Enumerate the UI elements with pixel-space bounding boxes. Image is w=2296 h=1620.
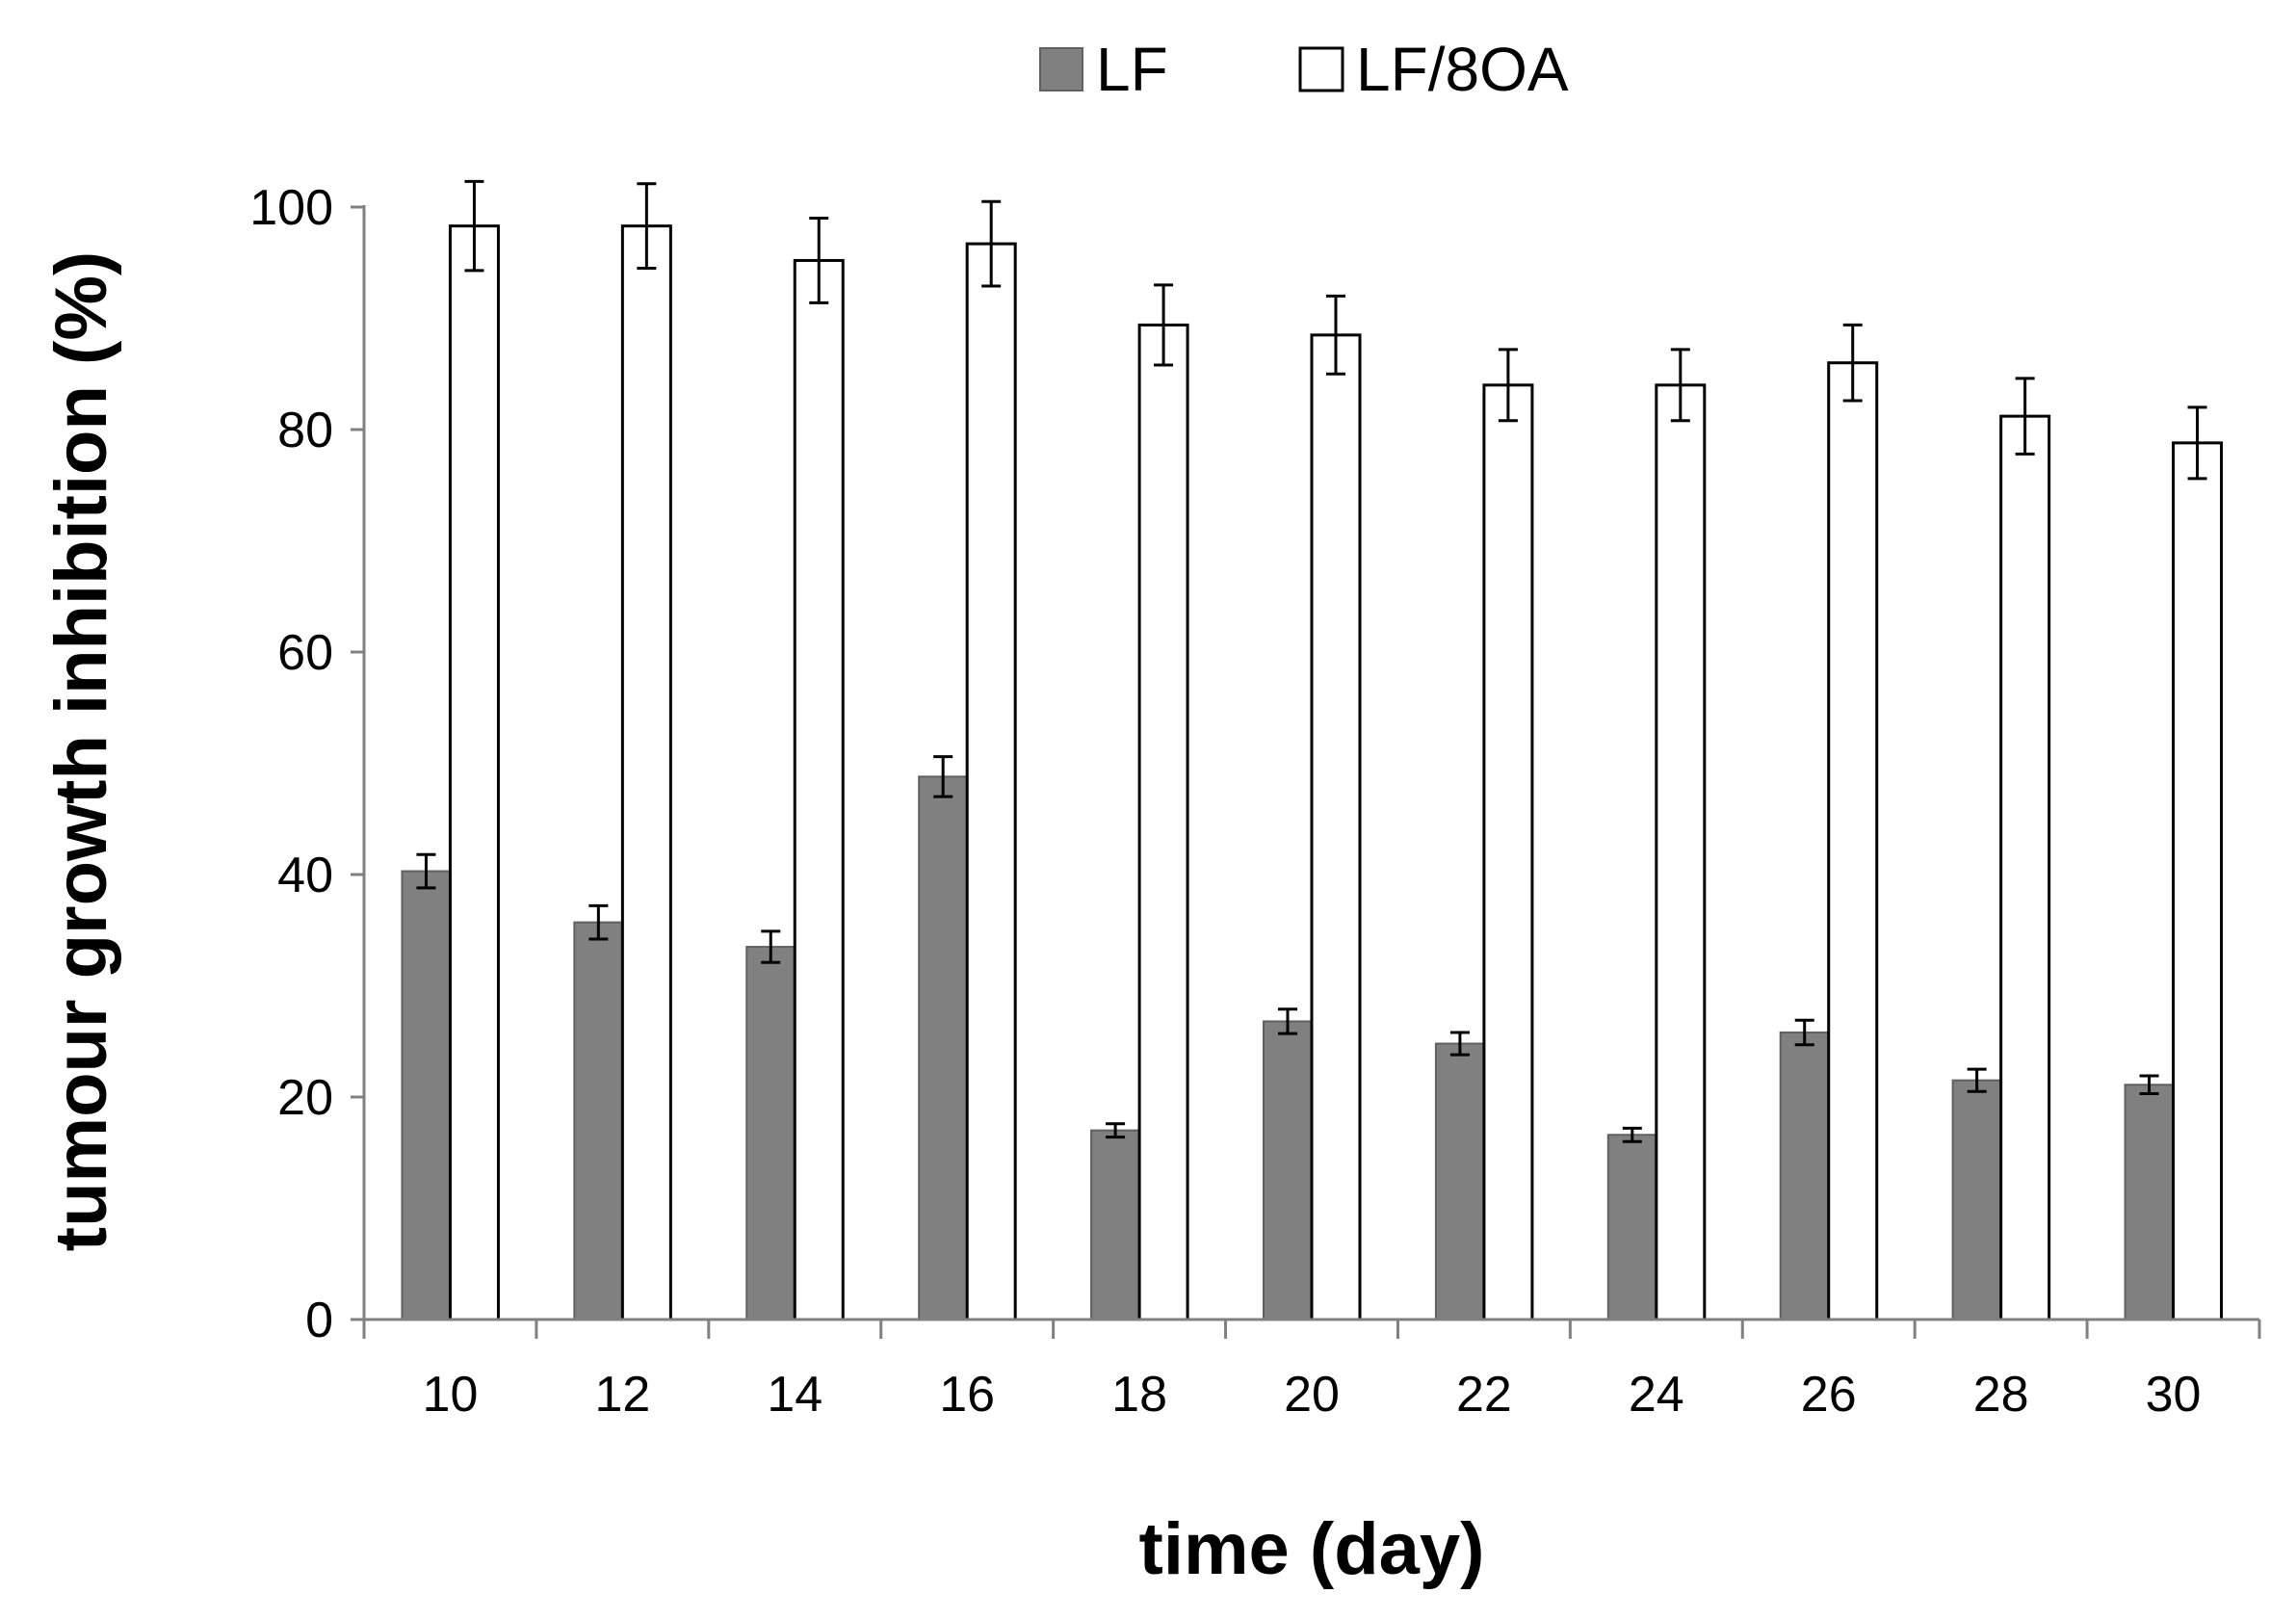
x-tick-label-22: 22 (1456, 1367, 1512, 1423)
x-tick-label-28: 28 (1973, 1367, 2029, 1423)
error-bar-lf-day-26 (1794, 1018, 1814, 1047)
error-bar-lf-8oa-day-12 (637, 182, 657, 271)
error-bar-lf-day-16 (933, 755, 953, 798)
legend-swatch-lf (1039, 47, 1083, 91)
error-bar-lf-8oa-day-26 (1842, 323, 1863, 403)
x-tick-label-18: 18 (1111, 1367, 1167, 1423)
bar-lf-day-12 (573, 921, 624, 1320)
axes (351, 205, 2261, 1339)
y-tick-labels: 0 20 40 60 80 100 (249, 180, 333, 1348)
bar-lf-8oa-day-16 (965, 242, 1017, 1321)
y-tick-label-20: 20 (277, 1070, 333, 1126)
bar-lf-day-28 (1951, 1079, 2002, 1321)
error-bar-lf-8oa-day-18 (1154, 283, 1174, 367)
bar-lf-day-24 (1606, 1134, 1657, 1321)
bar-lf-8oa-day-14 (793, 258, 845, 1321)
error-bar-lf-day-14 (761, 929, 781, 964)
error-bar-lf-day-30 (2139, 1074, 2159, 1096)
bar-lf-8oa-day-22 (1482, 383, 1534, 1321)
bar-lf-day-14 (745, 946, 796, 1320)
error-bar-lf-day-10 (416, 852, 436, 890)
error-bar-lf-day-22 (1449, 1031, 1470, 1057)
bar-lf-8oa-day-28 (1999, 414, 2051, 1321)
x-tick-label-26: 26 (1801, 1367, 1857, 1423)
x-tick-label-16: 16 (939, 1367, 995, 1423)
error-bar-lf-day-20 (1278, 1007, 1297, 1035)
error-bar-lf-day-24 (1622, 1126, 1642, 1143)
x-tick-label-24: 24 (1629, 1367, 1684, 1423)
error-bar-lf-day-28 (1967, 1067, 1987, 1093)
x-tick-label-10: 10 (423, 1367, 479, 1423)
bar-lf-8oa-day-10 (448, 224, 500, 1321)
bar-lf-day-26 (1779, 1032, 1830, 1320)
x-tick-label-14: 14 (767, 1367, 822, 1423)
y-tick-label-80: 80 (277, 403, 333, 458)
error-bar-lf-day-18 (1106, 1122, 1126, 1139)
x-tick-label-20: 20 (1284, 1367, 1340, 1423)
bar-lf-8oa-day-24 (1655, 383, 1707, 1321)
y-tick-label-0: 0 (305, 1293, 333, 1348)
legend-label-lf: LF (1096, 35, 1168, 104)
error-bar-lf-day-12 (588, 903, 609, 941)
x-tick-labels: 10 12 14 16 18 20 22 24 26 28 30 (423, 1367, 2202, 1423)
y-tick-label-40: 40 (277, 848, 333, 903)
bar-lf-8oa-day-18 (1137, 323, 1189, 1321)
error-bar-lf-8oa-day-14 (809, 217, 829, 304)
error-bar-group (416, 179, 2207, 1143)
y-axis-title: tumour growth inhibition (%) (40, 251, 122, 1251)
bar-lf-8oa-day-30 (2172, 441, 2224, 1321)
x-axis-title: time (day) (1139, 1508, 1485, 1590)
bar-lf-day-16 (918, 775, 969, 1320)
bar-lf-day-20 (1263, 1020, 1313, 1320)
bar-lf-day-22 (1434, 1042, 1485, 1321)
x-tick-label-12: 12 (594, 1367, 650, 1423)
bar-lf-8oa-day-20 (1310, 333, 1362, 1321)
bar-lf-day-30 (2124, 1084, 2175, 1321)
bar-lf-day-10 (401, 870, 452, 1320)
bar-group (401, 224, 2224, 1321)
error-bar-lf-8oa-day-28 (2015, 377, 2035, 456)
y-tick-label-100: 100 (249, 180, 333, 236)
error-bar-lf-8oa-day-22 (1498, 348, 1518, 423)
bar-lf-8oa-day-26 (1827, 361, 1879, 1321)
error-bar-lf-8oa-day-10 (464, 179, 484, 273)
legend: LF LF/8OA (1039, 35, 1569, 104)
error-bar-lf-8oa-day-16 (981, 199, 1002, 288)
error-bar-lf-8oa-day-24 (1670, 348, 1690, 423)
y-tick-label-60: 60 (277, 625, 333, 681)
error-bar-lf-8oa-day-30 (2187, 405, 2207, 481)
legend-label-lf-8oa: LF/8OA (1356, 35, 1569, 104)
legend-swatch-lf-8oa (1298, 46, 1344, 92)
x-tick-label-30: 30 (2146, 1367, 2202, 1423)
bar-lf-8oa-day-12 (620, 224, 672, 1321)
bar-lf-day-18 (1090, 1129, 1141, 1321)
error-bar-lf-8oa-day-20 (1326, 294, 1345, 376)
